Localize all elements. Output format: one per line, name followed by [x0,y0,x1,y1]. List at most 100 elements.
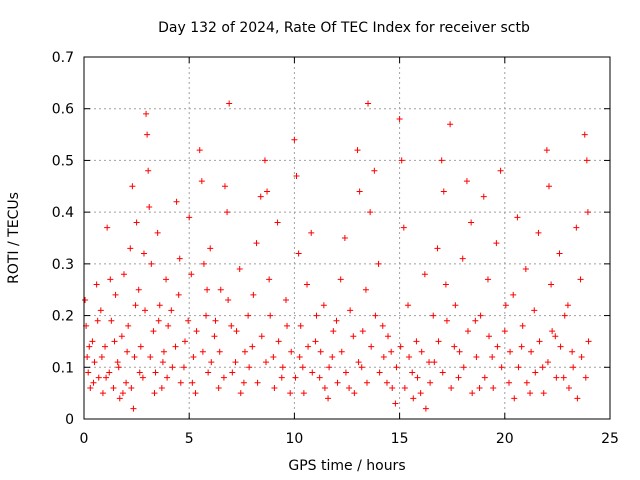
data-point [515,364,522,371]
data-point [456,348,463,355]
data-point [564,302,571,309]
data-point [86,343,93,350]
data-point [237,390,244,397]
data-point [261,157,268,164]
data-point [583,157,590,164]
data-point [522,266,529,273]
y-tick-label: 0.3 [52,257,74,273]
data-point [545,183,552,190]
data-point [494,343,501,350]
data-point [341,235,348,241]
data-point [455,374,462,381]
data-point [127,245,134,252]
data-point [267,312,274,319]
data-point [356,188,363,195]
data-point [132,302,139,309]
data-point [146,203,153,210]
data-point [560,374,567,381]
data-point [320,302,327,309]
y-tick-label: 0.5 [52,153,74,169]
data-point [193,328,200,335]
data-point [577,276,584,283]
data-point [325,395,332,402]
data-point [293,172,300,179]
data-point [150,328,157,335]
data-point [217,286,224,293]
y-tick-label: 0.7 [52,50,74,66]
data-point [225,297,232,304]
data-point [155,317,162,324]
data-point [570,364,577,371]
data-point [168,307,175,314]
data-point [288,348,295,355]
data-point [581,131,588,138]
data-point [431,359,438,366]
data-point [211,333,218,340]
data-point [159,359,166,366]
data-point [417,390,424,397]
data-point [413,338,420,345]
data-point [233,328,240,335]
data-point [573,224,580,231]
data-point [338,348,345,355]
data-point [287,390,294,397]
data-point [531,307,538,314]
data-point [205,369,212,376]
data-point [221,183,228,190]
data-point [342,369,349,376]
data-point [188,271,195,278]
x-axis-label: GPS time / hours [288,458,405,474]
data-point [481,374,488,381]
data-point [393,364,400,371]
data-point [329,353,336,360]
data-point [527,390,534,397]
data-point [232,359,239,366]
y-tick-label: 0.6 [52,102,74,118]
data-point [299,364,306,371]
data-point [484,276,491,283]
data-point [309,369,316,376]
data-point [497,167,504,174]
data-point [326,364,333,371]
data-point [175,291,182,298]
data-point [346,384,353,391]
data-point [154,229,161,236]
data-point [189,379,196,386]
data-point [137,343,144,350]
data-point [114,359,121,366]
data-point [460,364,467,371]
data-point [372,312,379,319]
data-point [106,369,113,376]
data-point [296,353,303,360]
data-point [181,338,188,345]
data-point [103,374,110,381]
data-point [435,338,442,345]
data-point [90,379,97,386]
y-axis-ticks: 0 0.1 0.2 0.3 0.4 0.5 0.6 0.7 [52,50,610,428]
data-point [278,374,285,381]
data-point [312,338,319,345]
data-point [254,379,261,386]
y-tick-label: 0.2 [52,309,74,325]
data-point [532,369,539,376]
data-point [185,317,192,324]
data-point [208,359,215,366]
data-point [379,322,386,329]
data-points [82,100,592,412]
data-point [443,317,450,324]
data-point [250,291,257,298]
data-point [385,333,392,340]
data-point [365,100,372,107]
data-point [275,338,282,345]
data-point [120,271,127,278]
data-point [142,307,149,314]
data-point [540,390,547,397]
data-point [459,255,466,262]
data-point [135,286,142,293]
data-point [398,157,405,164]
data-point [249,343,256,350]
data-point [274,219,281,226]
data-point [295,250,302,257]
data-point [91,359,98,366]
data-point [585,338,592,345]
